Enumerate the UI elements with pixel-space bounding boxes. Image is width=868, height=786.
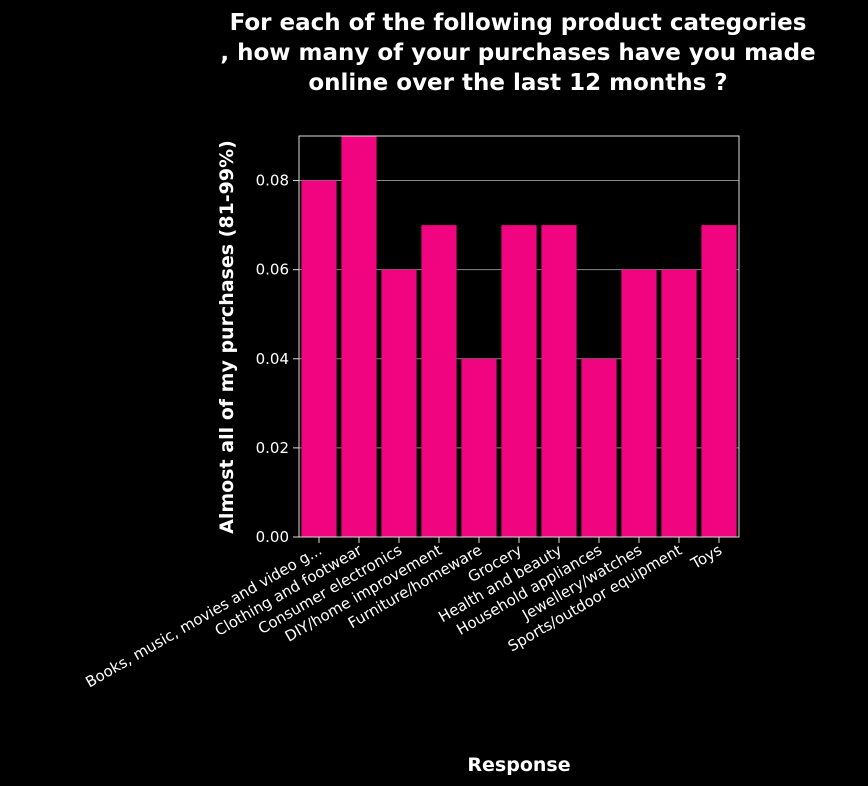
bar xyxy=(701,225,737,537)
bar xyxy=(301,180,337,538)
bar xyxy=(421,225,457,537)
x-axis-ticks: Books, music, movies and video g...Cloth… xyxy=(82,537,725,691)
chart-title-line-1: For each of the following product catego… xyxy=(230,10,807,36)
y-axis-ticks: 0.00 0.02 0.04 0.06 0.08 xyxy=(256,172,299,546)
y-tick-label: 0.04 xyxy=(256,350,289,368)
bar xyxy=(381,269,417,537)
bar xyxy=(621,269,657,537)
x-axis-title: Response xyxy=(467,754,570,776)
x-tick-label: Toys xyxy=(687,541,725,573)
bar xyxy=(341,136,377,537)
bar xyxy=(501,225,537,537)
bar xyxy=(661,269,697,537)
y-tick-label: 0.06 xyxy=(256,261,289,279)
bars xyxy=(301,136,737,538)
bar xyxy=(461,358,497,537)
chart-title-line-2: , how many of your purchases have you ma… xyxy=(220,40,815,66)
y-tick-label: 0.00 xyxy=(256,528,289,546)
chart-title-line-3: online over the last 12 months ? xyxy=(308,70,727,96)
y-tick-label: 0.02 xyxy=(256,439,289,457)
y-axis-title: Almost all of my purchases (81-99%) xyxy=(216,140,238,534)
bar xyxy=(541,225,577,537)
bar xyxy=(581,358,617,537)
chart-title: For each of the following product catego… xyxy=(220,10,815,96)
y-tick-label: 0.08 xyxy=(256,172,289,190)
